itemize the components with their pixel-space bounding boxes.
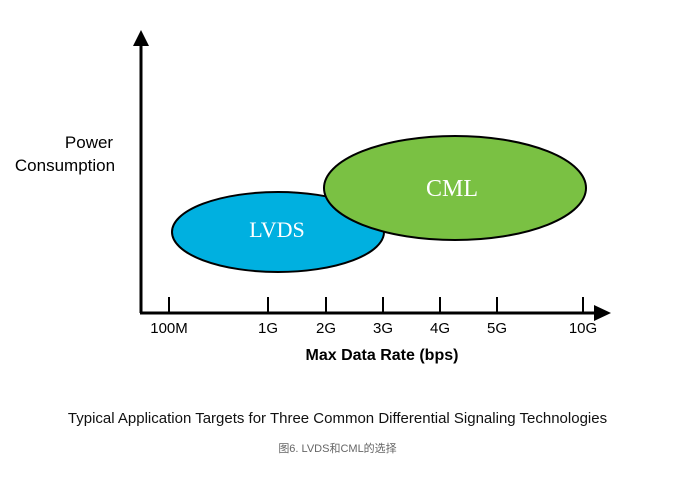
x-tick-label: 3G [373,320,393,337]
x-axis-label: Max Data Rate (bps) [306,347,459,364]
x-tick-label: 4G [430,320,450,337]
figure-caption: 图6. LVDS和CML的选择 [278,443,397,455]
x-tick-label: 10G [569,320,597,337]
cml-label: CML [426,176,478,202]
y-axis-label-line1: Power [65,133,114,152]
lvds-label: LVDS [249,217,304,242]
caption: Typical Application Targets for Three Co… [67,410,608,427]
x-tick-label: 100M [150,320,188,337]
cml-region [323,135,587,241]
y-axis-arrow [133,30,149,46]
x-tick-label: 1G [258,320,278,337]
x-tick-label: 5G [487,320,507,337]
x-axis-arrow [594,305,611,321]
x-tick-label: 2G [316,320,336,337]
y-axis-label-line2: Consumption [15,156,115,175]
